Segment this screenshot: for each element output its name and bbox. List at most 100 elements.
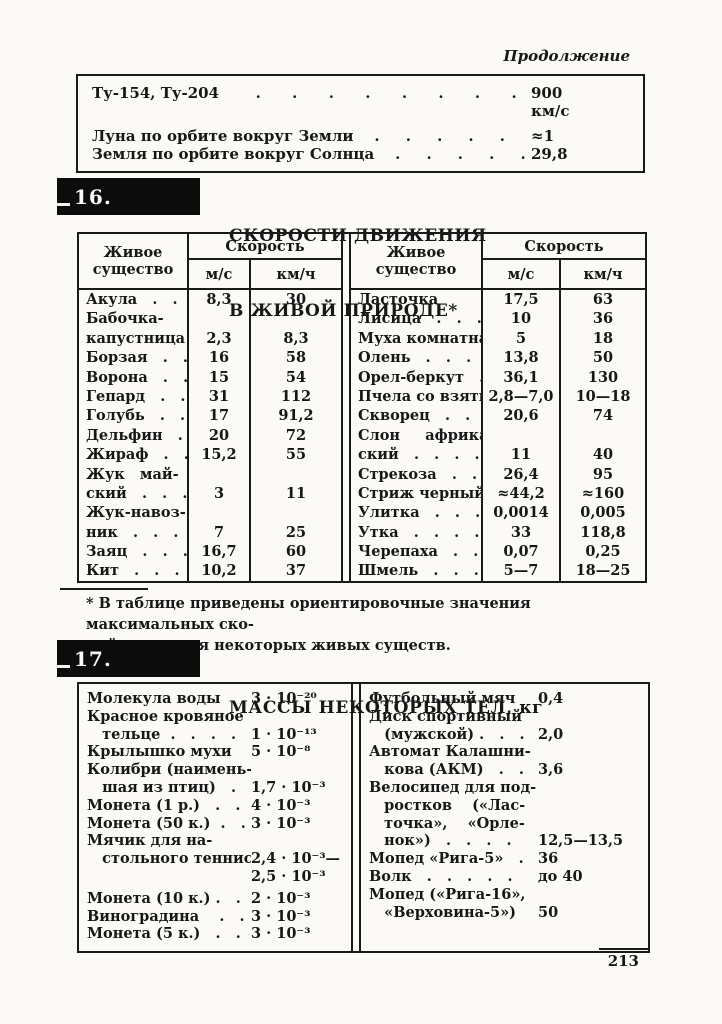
row-value: 900 xyxy=(531,84,563,102)
section-title: СКОРОСТИ ДВИЖЕНИЯ В ЖИВОЙ ПРИРОДЕ* xyxy=(229,174,487,374)
creature-cell: Борзая . . xyxy=(79,348,189,368)
speed-ms-cell: 7 xyxy=(213,523,225,541)
speed-ms-cell: 10,2 xyxy=(201,562,237,580)
object-name-cell: Монета (1 р.) . . xyxy=(87,796,241,814)
table-row: Монета (50 к.) . . 3 · 10⁻³ xyxy=(79,815,351,833)
speed-kmh-cell: 0,005 xyxy=(559,503,645,523)
mass-value-cell xyxy=(538,815,648,833)
col-header-creature: Живое существо xyxy=(351,234,483,290)
section-title-line: В ЖИВОЙ ПРИРОДЕ* xyxy=(229,301,458,321)
object-name-cell: Велосипед для под- xyxy=(369,778,537,796)
speed-kmh-cell: 37 xyxy=(249,561,341,581)
creature-cell: ник . . . xyxy=(79,522,189,543)
section-16-header: 16. СКОРОСТИ ДВИЖЕНИЯ В ЖИВОЙ ПРИРОДЕ* xyxy=(57,178,486,321)
speed-ms-cell: 17,5 xyxy=(503,291,539,308)
section-title-line: МАССЫ НЕКОТОРЫХ ТЕЛ, кг xyxy=(229,698,544,718)
mass-value-cell xyxy=(538,779,648,797)
creature-cell: Жук май- xyxy=(79,464,189,484)
mass-value-cell xyxy=(251,761,351,779)
mass-table-right: Футбольный мяч 0,4 Диск спортивный (мужс… xyxy=(361,684,648,951)
col-header-ms: м/с xyxy=(189,260,249,290)
speed-table: Живое существо Скорость м/с км/ч Акула .… xyxy=(77,232,647,583)
col-header-ms: м/с xyxy=(483,260,559,290)
object-name-cell: Крылышко мухи xyxy=(87,743,232,761)
creature-cell: Ворона . . xyxy=(79,367,189,387)
table-row: стольного тенниса 2,4 · 10⁻³— xyxy=(79,850,351,868)
object-name-cell: шая из птиц) . xyxy=(87,778,237,796)
table-row: Велосипед для под- xyxy=(361,779,648,797)
mass-value-cell: 36 xyxy=(538,850,559,868)
speed-ms-cell xyxy=(189,465,249,484)
mass-value-cell: 1 · 10⁻¹³ xyxy=(251,725,317,743)
speed-kmh-cell: 60 xyxy=(249,542,341,562)
object-name-cell: Диск спортивный xyxy=(369,707,522,725)
creature-cell: Слон африкан- xyxy=(351,425,483,446)
table-row: тельце . . . . 1 · 10⁻¹³ xyxy=(79,726,351,744)
table-row: Мячик для на- xyxy=(79,832,351,850)
speed-kmh-cell: 130 xyxy=(559,367,645,387)
page-number: 213 xyxy=(598,948,648,970)
object-name-cell: Волк . . . . . xyxy=(369,867,513,885)
creature-cell: Голубь . . xyxy=(79,406,189,426)
creature-cell: Заяц . . . xyxy=(79,542,189,562)
object-name-cell: ростков («Лас- xyxy=(369,796,526,814)
table-row: шая из птиц) . 1,7 · 10⁻³ xyxy=(79,779,351,797)
mass-value-cell: 2,4 · 10⁻³— xyxy=(251,850,341,868)
creature-cell: Пчела со взятком xyxy=(351,386,483,407)
mass-value-cell xyxy=(538,743,648,761)
row-value: 29,8 xyxy=(531,145,568,163)
object-name-cell: Мячик для на- xyxy=(87,832,213,850)
creature-cell: Дельфин . xyxy=(79,425,189,446)
mass-value-cell: 3 · 10⁻³ xyxy=(251,814,311,832)
table-row: Красное кровяное xyxy=(79,708,351,726)
mass-value-cell: 3 · 10⁻³ xyxy=(251,925,311,943)
object-name-cell: (мужской) . . . xyxy=(369,725,525,743)
speed-ms-cell: 2,8—7,0 xyxy=(488,387,554,405)
object-name-cell: Монета (5 к.) . . xyxy=(87,925,241,943)
speed-kmh-cell: 54 xyxy=(249,367,341,387)
object-name-cell: точка», «Орле- xyxy=(369,814,525,832)
creature-cell: Лисица . . . . xyxy=(351,309,483,329)
mass-value-cell: до 40 xyxy=(538,867,583,885)
object-name-cell: кова (АКМ) . . xyxy=(369,761,524,779)
speed-ms-cell: 26,4 xyxy=(503,465,539,483)
table-row: Монета (5 к.) . . 3 · 10⁻³ xyxy=(79,925,351,943)
table-row: Автомат Калашни- xyxy=(361,743,648,761)
speed-ms-cell: 15 xyxy=(208,368,230,386)
object-name-cell: «Верховина-5») xyxy=(369,903,517,921)
speed-ms-cell: ≈44,2 xyxy=(497,484,545,502)
col-header-creature: Живое существо xyxy=(79,234,189,290)
speed-kmh-cell: 95 xyxy=(559,464,645,484)
speed-ms-cell: 16 xyxy=(208,349,230,367)
creature-cell: Утка . . . . . xyxy=(351,522,483,543)
object-name-cell: Виноградина . . xyxy=(87,907,245,925)
speed-kmh-cell xyxy=(249,309,341,329)
speed-table-left: Живое существо Скорость м/с км/ч Акула .… xyxy=(79,234,341,581)
speed-kmh-cell: 36 xyxy=(559,309,645,329)
mass-value-cell xyxy=(538,708,648,726)
speed-ms-cell: 0,07 xyxy=(503,543,539,561)
speed-kmh-cell: 118,8 xyxy=(559,522,645,543)
creature-cell: Орел-беркут . . xyxy=(351,367,483,387)
row-label: Ту-154, Ту-204 . . . . . . . . . . . . . xyxy=(92,84,517,102)
table-row: Монета (10 к.) . . 2 · 10⁻³ xyxy=(79,890,351,908)
mass-value-cell xyxy=(251,708,351,726)
object-name-cell: Мопед («Рига-16», xyxy=(369,885,526,903)
mass-value-cell: 2,0 xyxy=(538,725,564,743)
creature-cell: Олень . . . . . xyxy=(351,348,483,368)
speed-kmh-cell: 74 xyxy=(559,406,645,426)
speed-kmh-cell: 63 xyxy=(559,290,645,310)
section-title-line: СКОРОСТИ ДВИЖЕНИЯ xyxy=(229,226,487,246)
continuation-label: Продолжение xyxy=(503,47,630,65)
mass-value-cell: 50 xyxy=(538,903,559,921)
row-value: ≈1 xyxy=(531,127,555,145)
mass-value-cell: 2,5 · 10⁻³ xyxy=(251,867,326,885)
mass-value-cell: 3 · 10⁻³ xyxy=(251,907,311,925)
speed-ms-cell: 20 xyxy=(208,426,230,444)
speed-kmh-cell xyxy=(559,425,645,446)
speed-ms-cell: 15,2 xyxy=(201,446,237,464)
speed-ms-cell: 13,8 xyxy=(503,349,539,367)
col-header-kmh: км/ч xyxy=(559,260,645,290)
object-name-cell: тельце . . . . xyxy=(87,725,237,743)
speed-ms-cell: 0,0014 xyxy=(493,504,549,522)
